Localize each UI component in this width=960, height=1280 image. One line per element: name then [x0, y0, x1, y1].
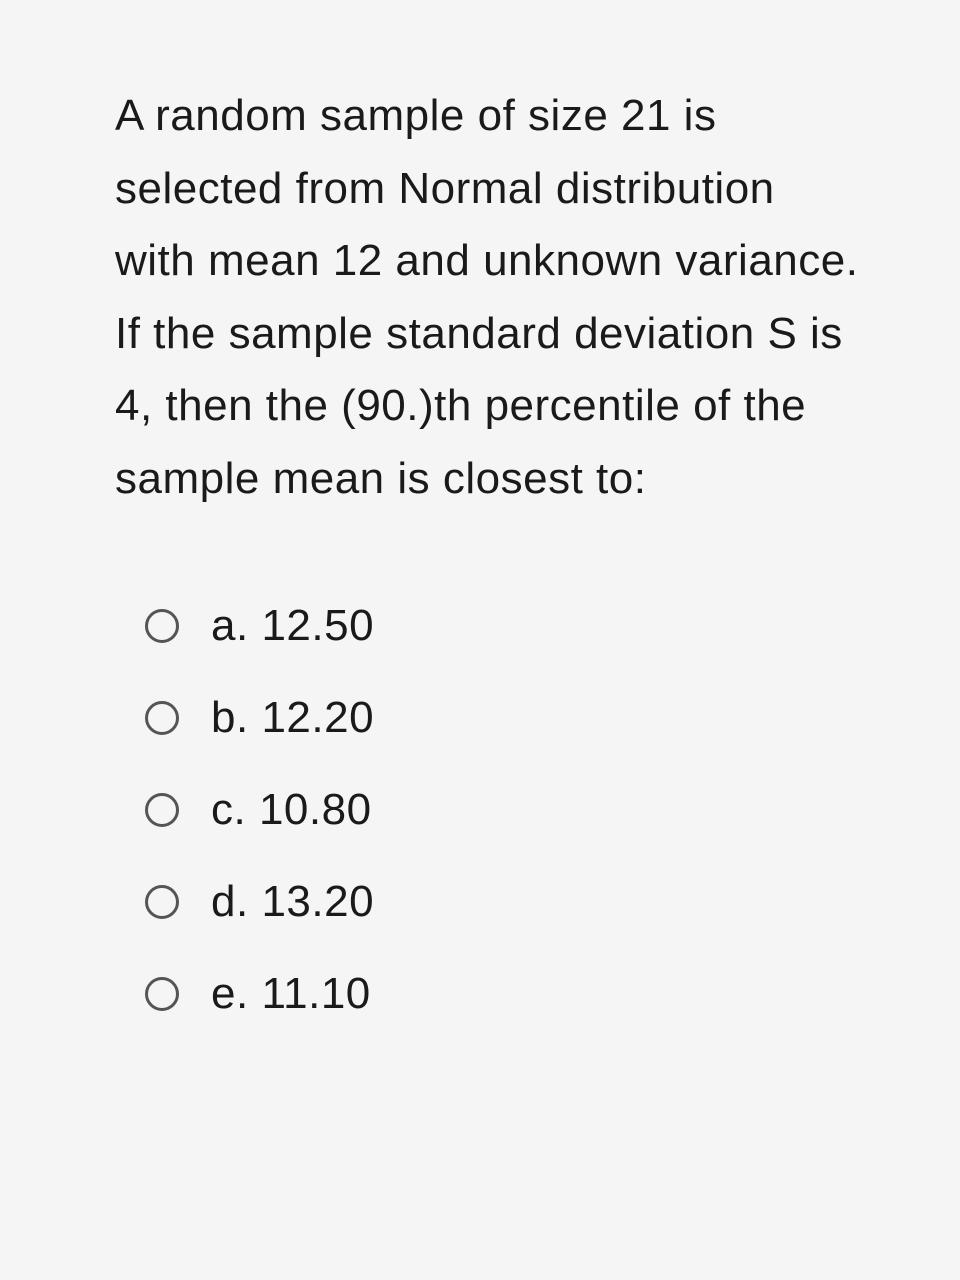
- option-label: c. 10.80: [211, 785, 372, 835]
- option-a[interactable]: a. 12.50: [145, 601, 860, 651]
- radio-icon[interactable]: [145, 977, 179, 1011]
- option-d[interactable]: d. 13.20: [145, 877, 860, 927]
- option-label: a. 12.50: [211, 601, 374, 651]
- question-text: A random sample of size 21 is selected f…: [115, 80, 860, 516]
- option-b[interactable]: b. 12.20: [145, 693, 860, 743]
- radio-icon[interactable]: [145, 701, 179, 735]
- option-label: d. 13.20: [211, 877, 374, 927]
- option-label: e. 11.10: [211, 969, 371, 1019]
- radio-icon[interactable]: [145, 793, 179, 827]
- option-label: b. 12.20: [211, 693, 374, 743]
- option-e[interactable]: e. 11.10: [145, 969, 860, 1019]
- options-container: a. 12.50 b. 12.20 c. 10.80 d. 13.20 e. 1…: [115, 601, 860, 1019]
- radio-icon[interactable]: [145, 885, 179, 919]
- option-c[interactable]: c. 10.80: [145, 785, 860, 835]
- radio-icon[interactable]: [145, 609, 179, 643]
